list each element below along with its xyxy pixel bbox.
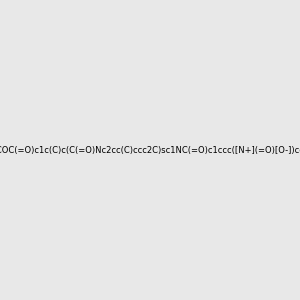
- Text: CCOC(=O)c1c(C)c(C(=O)Nc2cc(C)ccc2C)sc1NC(=O)c1ccc([N+](=O)[O-])cc1: CCOC(=O)c1c(C)c(C(=O)Nc2cc(C)ccc2C)sc1NC…: [0, 146, 300, 154]
